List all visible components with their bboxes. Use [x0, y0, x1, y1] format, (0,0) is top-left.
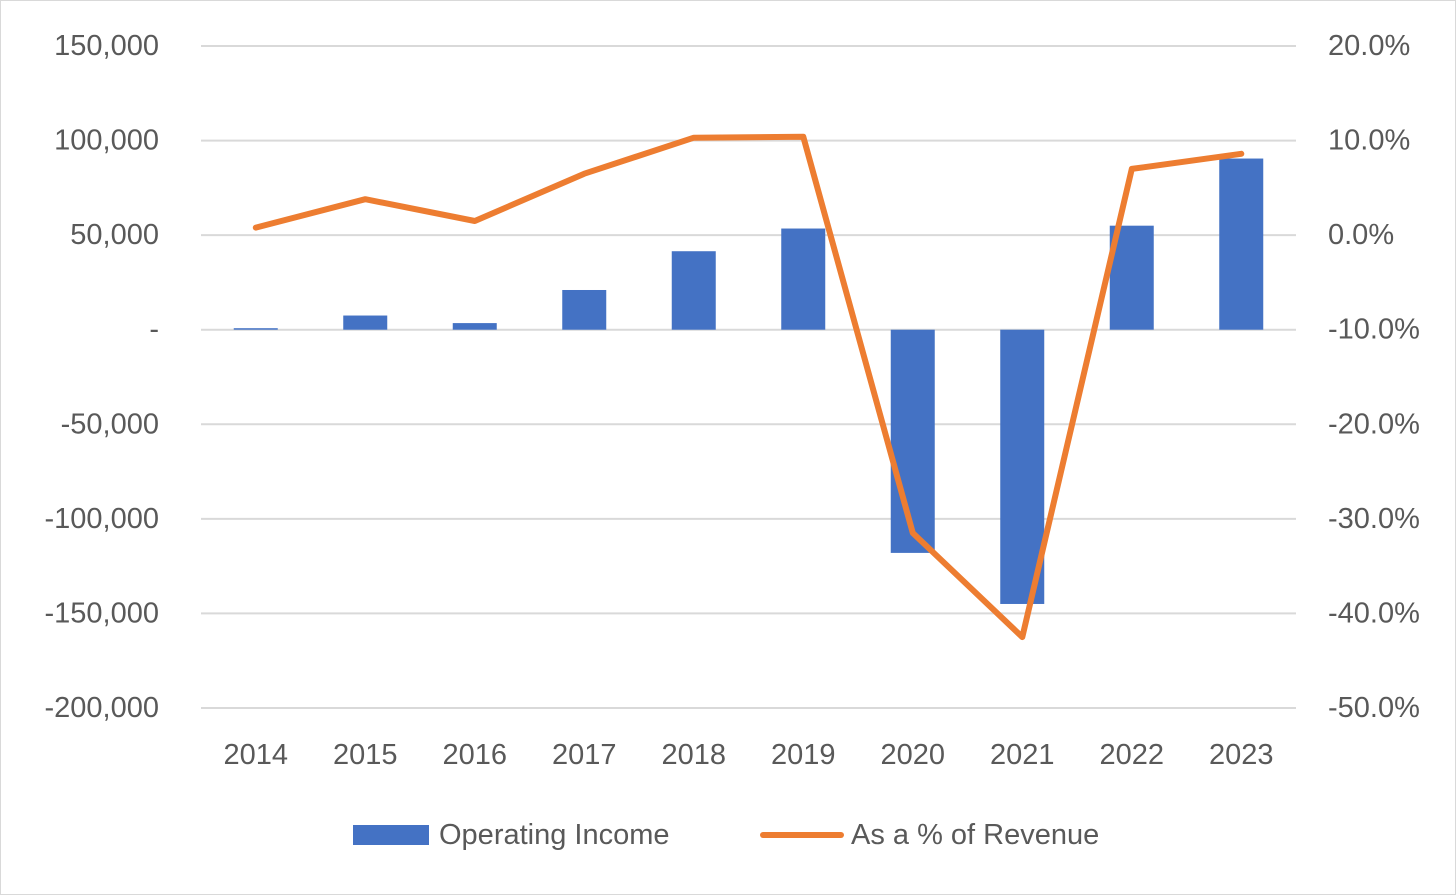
left-axis-tick-label: -50,000 [61, 408, 159, 440]
line-series [256, 137, 1242, 637]
x-axis-tick-label: 2020 [880, 739, 945, 771]
left-axis-tick-label: -100,000 [45, 503, 160, 535]
right-axis-tick-label: 0.0% [1328, 219, 1394, 251]
legend-label-operating-income: Operating Income [439, 819, 670, 851]
bar-2014 [234, 328, 278, 330]
x-axis-tick-label: 2021 [990, 739, 1055, 771]
legend: Operating Income As a % of Revenue [353, 819, 1099, 851]
bar-2015 [343, 316, 387, 330]
legend-swatch-bar [353, 825, 429, 845]
bar-series [234, 159, 1264, 604]
bar-2019 [781, 229, 825, 330]
left-axis-tick-label: -150,000 [45, 597, 160, 629]
gridlines [201, 46, 1296, 708]
left-axis-tick-label: 150,000 [54, 30, 159, 62]
right-axis-tick-label: -50.0% [1328, 692, 1420, 724]
legend-label-as-pct-of-revenue: As a % of Revenue [851, 819, 1099, 851]
x-axis-tick-label: 2017 [552, 739, 617, 771]
x-axis-tick-label: 2022 [1099, 739, 1164, 771]
left-axis-tick-label: - [149, 314, 159, 346]
right-axis-tick-label: 10.0% [1328, 125, 1410, 157]
bar-2017 [562, 290, 606, 330]
right-axis-tick-label: -30.0% [1328, 503, 1420, 535]
x-axis-tick-label: 2014 [223, 739, 288, 771]
right-axis-tick-label: -20.0% [1328, 408, 1420, 440]
x-axis-tick-label: 2019 [771, 739, 836, 771]
right-axis-tick-label: -40.0% [1328, 597, 1420, 629]
right-axis: 20.0% 10.0% 0.0% -10.0% -20.0% -30.0% -40.0% -5… [1328, 30, 1420, 724]
line-as-pct-of-revenue [256, 137, 1242, 637]
x-axis-tick-label: 2018 [661, 739, 726, 771]
left-axis-tick-label: 50,000 [70, 219, 159, 251]
x-axis-tick-label: 2015 [333, 739, 398, 771]
left-axis: 150,000 100,000 50,000 - -50,000 -100,000 -150… [45, 30, 160, 724]
bar-2018 [672, 251, 716, 329]
bar-2020 [891, 330, 935, 553]
x-axis-tick-label: 2016 [442, 739, 507, 771]
bar-2016 [453, 323, 497, 330]
right-axis-tick-label: -10.0% [1328, 314, 1420, 346]
x-axis: 2014 2015 2016 2017 2018 2019 2020 2021 2022 2023 [223, 739, 1273, 771]
right-axis-tick-label: 20.0% [1328, 30, 1410, 62]
left-axis-tick-label: 100,000 [54, 125, 159, 157]
x-axis-tick-label: 2023 [1209, 739, 1274, 771]
bar-2023 [1219, 159, 1263, 330]
left-axis-tick-label: -200,000 [45, 692, 160, 724]
